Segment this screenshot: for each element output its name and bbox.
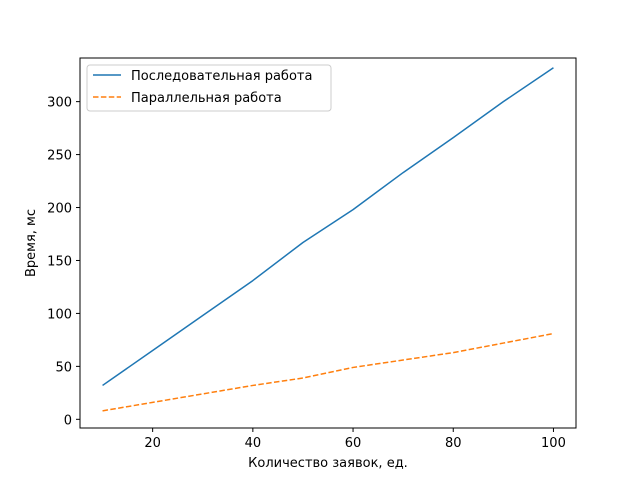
y-tick-label: 250 [47, 149, 72, 164]
legend: Последовательная работа Параллельная раб… [86, 64, 332, 112]
x-tick-label: 20 [144, 436, 161, 451]
x-axis-label: Количество заявок, ед. [248, 456, 408, 471]
series-line-sequential [102, 67, 554, 387]
legend-box [86, 64, 332, 112]
y-axis-label: Время, мс [24, 209, 39, 277]
x-axis: 20 40 60 80 100 [144, 428, 566, 451]
series-layer [102, 67, 554, 412]
x-tick-label: 60 [345, 436, 362, 451]
x-tick-label: 100 [541, 436, 566, 451]
y-axis: 0 50 100 150 200 250 300 [47, 96, 80, 428]
y-tick-label: 0 [64, 413, 72, 428]
x-tick-label: 40 [245, 436, 262, 451]
legend-label-sequential: Последовательная работа [131, 69, 312, 84]
x-tick-label: 80 [445, 436, 462, 451]
y-tick-label: 150 [47, 254, 72, 269]
axes-frame [79, 57, 577, 429]
series-line-parallel [102, 332, 554, 412]
legend-label-parallel: Параллельная работа [131, 91, 282, 106]
y-tick-label: 200 [47, 202, 72, 217]
y-tick-label: 100 [47, 307, 72, 322]
y-tick-label: 300 [47, 96, 72, 111]
y-tick-label: 50 [55, 360, 72, 375]
